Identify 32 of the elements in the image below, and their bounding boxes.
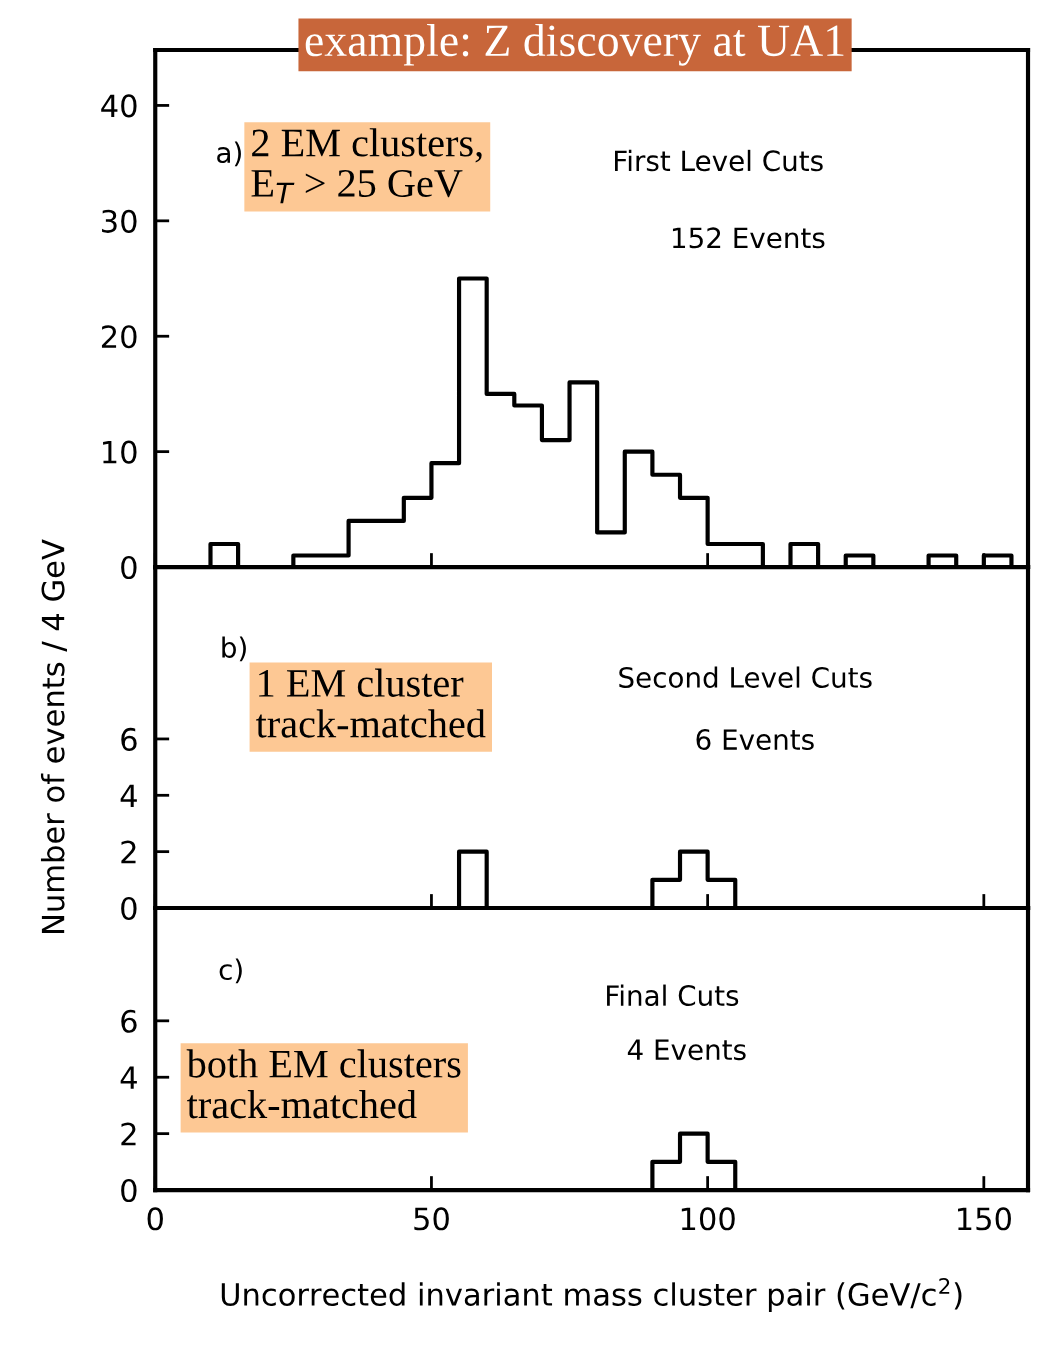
annotation: 152 Events [672,227,825,249]
x-axis-title: Uncorrected invariant mass cluster pair (GeV/c$^{2}$) [221,1277,962,1312]
x-tick-label: 150 [958,1207,1011,1231]
y-tick-label: 40 [101,94,137,118]
y-tick-label: 0 [121,555,137,580]
annotation: 6 Events [696,729,814,751]
annotation: Second Level Cuts [619,666,872,688]
y-tick-label: 20 [101,325,137,349]
y-tick-label: 10 [103,440,137,464]
x-tick-label: 100 [681,1207,735,1231]
y-tick-label: 4 [120,1066,137,1089]
annotation: 4 Events [627,1039,746,1061]
annotation: First Level Cuts [615,149,823,172]
chart-title: example: Z discovery at UA1 [305,24,844,66]
x-tick-label: 50 [414,1207,449,1231]
annotation: a) [217,141,241,167]
y-tick-label: 2 [121,840,136,864]
y-tick-label: 0 [121,1178,137,1203]
y-tick-label: 6 [121,1009,137,1033]
y-axis-title: Number of events / 4 GeV [40,539,68,933]
y-tick-label: 0 [121,896,137,921]
annotation: 1 EM cluster track-matched [256,668,486,738]
x-tick-label: 0 [147,1207,163,1231]
y-tick-label: 30 [102,209,137,233]
annotation: 2 EM clusters, E$_{T}$ > 25 GeV [251,128,482,204]
y-tick-label: 2 [121,1122,136,1146]
y-tick-label: 4 [120,784,137,807]
annotation: both EM clusters track-matched [186,1049,461,1119]
y-tick-label: 6 [121,727,137,751]
annotation: c) [219,958,242,984]
annotation: Final Cuts [607,984,739,1007]
annotation: b) [222,636,246,662]
